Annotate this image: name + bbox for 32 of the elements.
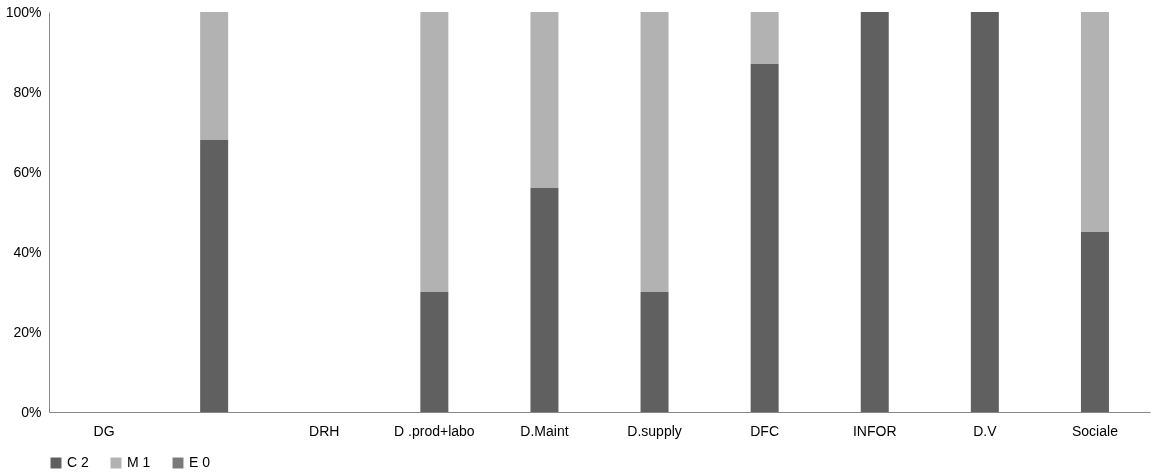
x-tick-label: D .prod+labo (394, 422, 475, 439)
x-tick-label: INFOR (852, 422, 897, 439)
y-tick-label: 40% (13, 243, 42, 260)
bar (200, 12, 229, 140)
legend-label: C 2 (67, 454, 89, 470)
legend-label: E 0 (189, 454, 211, 470)
bar (1080, 232, 1109, 412)
x-tick-label: DRH (309, 422, 340, 439)
x-tick-label: DFC (750, 422, 780, 439)
bar (750, 64, 779, 412)
x-tick-label: D.supply (627, 422, 682, 439)
legend-label: M 1 (127, 454, 151, 470)
y-tick-label: 80% (13, 83, 42, 100)
y-tick-label: 60% (13, 163, 42, 180)
bar (970, 12, 999, 412)
x-tick-label: Sociale (1071, 422, 1119, 439)
y-tick-label: 100% (5, 3, 42, 20)
bar (530, 188, 559, 412)
y-tick-label: 0% (21, 403, 42, 420)
y-tick-label: 20% (13, 323, 42, 340)
x-tick-label: DG (93, 422, 115, 439)
bar (420, 12, 449, 292)
x-tick-label: D.V (973, 422, 998, 439)
bar (640, 12, 669, 292)
bar (640, 292, 669, 412)
bar (1080, 12, 1109, 232)
bar (200, 140, 229, 412)
bar (750, 12, 779, 64)
bar (420, 292, 449, 412)
x-tick-label: D.Maint (520, 422, 569, 439)
bar (860, 12, 889, 412)
bar (530, 12, 559, 188)
